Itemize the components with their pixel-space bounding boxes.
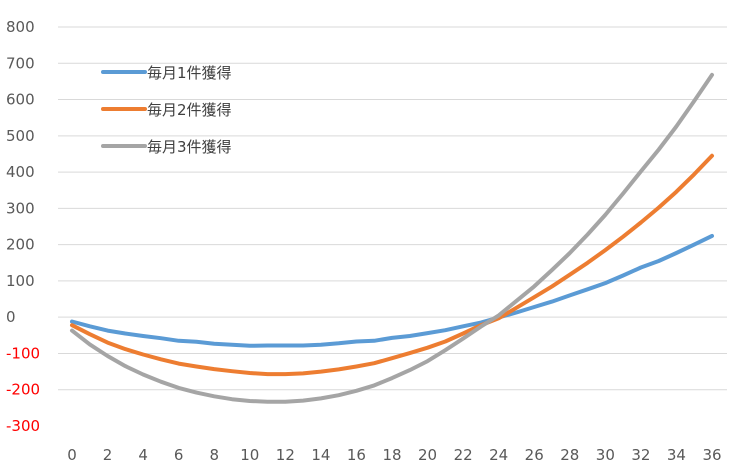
series-line-2: [70, 153, 714, 377]
x-tick-label: 30: [596, 446, 615, 464]
y-tick-label: -300: [6, 417, 40, 435]
y-tick-label: -100: [6, 344, 40, 362]
x-tick-label: 18: [382, 446, 401, 464]
y-tick-label: 100: [6, 272, 35, 290]
y-tick-label: -200: [6, 381, 40, 399]
y-tick-label: 300: [6, 199, 35, 217]
x-tick-label: 14: [311, 446, 330, 464]
x-tick-label: 12: [276, 446, 295, 464]
y-tick-label: 800: [6, 18, 35, 36]
x-tick-label: 26: [525, 446, 544, 464]
legend-label: 毎月2件獲得: [147, 101, 232, 119]
legend-item-2: 毎月2件獲得: [101, 101, 232, 119]
y-tick-label: 0: [6, 308, 16, 326]
x-tick-label: 24: [489, 446, 508, 464]
series-line-1: [70, 233, 714, 348]
x-axis: 0 2 4 6 8 10 12 14 16 18 20 22 24 26 28 30 32 34 36: [67, 446, 721, 464]
legend-item-1: 毎月1件獲得: [101, 64, 232, 82]
y-tick-label: 700: [6, 54, 35, 72]
y-tick-label: 400: [6, 163, 35, 181]
x-tick-label: 32: [631, 446, 650, 464]
x-tick-label: 16: [347, 446, 366, 464]
x-tick-label: 0: [67, 446, 77, 464]
y-tick-label: 200: [6, 236, 35, 254]
x-tick-label: 22: [454, 446, 473, 464]
y-axis: 800 700 600 500 400 300 200 100 0 -100 -200 -300: [6, 18, 40, 435]
x-tick-label: 36: [702, 446, 721, 464]
y-tick-label: 600: [6, 91, 35, 109]
legend-item-3: 毎月3件獲得: [101, 138, 232, 156]
series-lines: [70, 72, 714, 404]
series-line-3: [70, 72, 714, 404]
x-tick-label: 6: [174, 446, 184, 464]
x-tick-label: 28: [560, 446, 579, 464]
x-tick-label: 20: [418, 446, 437, 464]
x-tick-label: 10: [240, 446, 259, 464]
x-tick-label: 34: [667, 446, 686, 464]
x-tick-label: 2: [103, 446, 113, 464]
legend-label: 毎月3件獲得: [147, 138, 232, 156]
y-tick-label: 500: [6, 127, 35, 145]
x-tick-label: 8: [209, 446, 219, 464]
grid-lines: [58, 26, 727, 391]
legend-label: 毎月1件獲得: [147, 64, 232, 82]
x-tick-label: 4: [138, 446, 148, 464]
